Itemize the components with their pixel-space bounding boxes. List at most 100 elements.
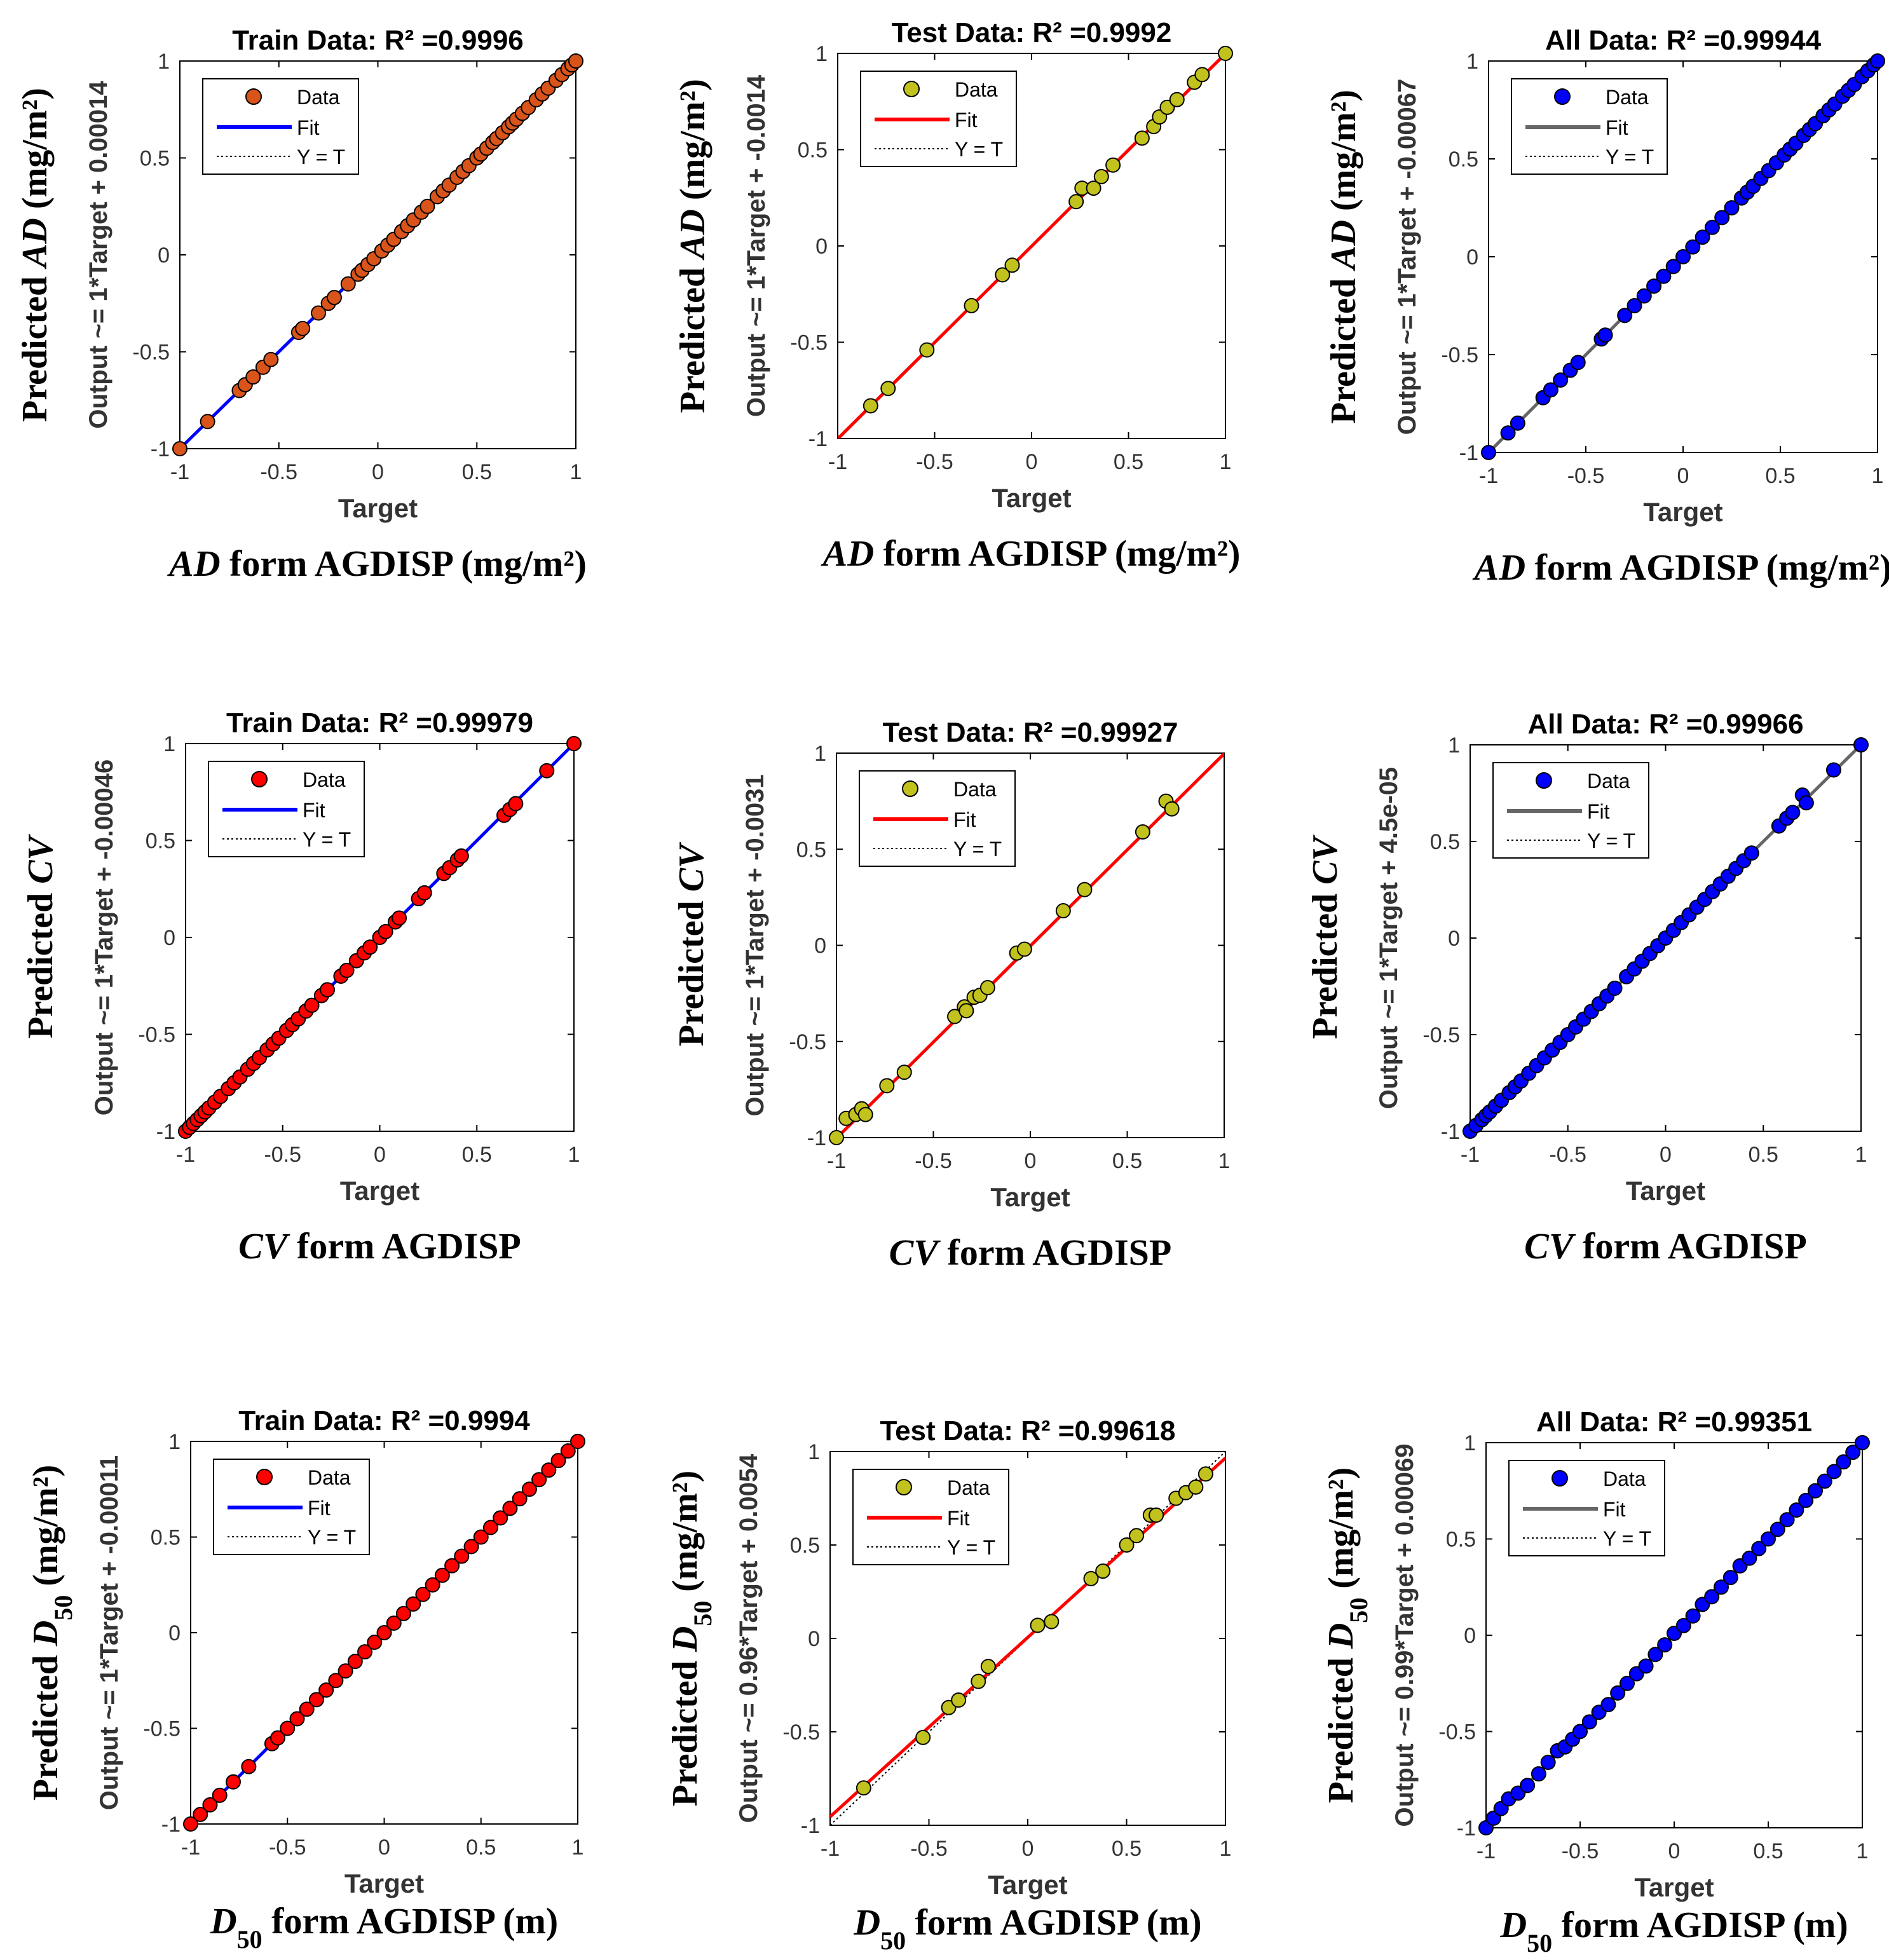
y-tick-label: -1 (151, 437, 170, 461)
data-point (376, 1625, 392, 1640)
panel-caption-part: form AGDISP (1574, 1225, 1807, 1267)
legend-marker-data (1536, 772, 1552, 789)
x-tick-label: 0.5 (1112, 1149, 1142, 1173)
data-point (531, 1472, 547, 1488)
outer-y-label-part: (mg/m²) (15, 88, 55, 218)
outer-y-label-part: Predicted (26, 1646, 65, 1800)
legend-marker-data (1551, 1470, 1568, 1487)
legend-label-yt: Y = T (955, 138, 1003, 161)
legend-label-fit: Fit (303, 799, 325, 822)
data-point (1610, 1685, 1626, 1701)
x-tick-label: -1 (828, 450, 847, 474)
x-tick-label: -1 (1479, 464, 1498, 488)
y-tick-label: 0.5 (1430, 830, 1460, 854)
x-tick-label: 0.5 (1112, 1837, 1142, 1861)
data-point (958, 1003, 974, 1019)
data-point (425, 1577, 440, 1593)
x-tick-label: -0.5 (910, 1837, 948, 1861)
chart-title: Train Data: R² =0.9994 (238, 1405, 530, 1436)
x-tick-label: -0.5 (916, 450, 953, 474)
y-tick-label: -1 (1459, 441, 1478, 465)
outer-y-label: Predicted AD (mg/m²) (1324, 90, 1363, 424)
data-point (1197, 1466, 1213, 1482)
outer-y-label-part: AD (15, 218, 55, 269)
chart-cv-train: -1-1 -0.5 -0.5 0 0 0.5 0.5 1 1 Data Fit Y = T Train … (21, 707, 582, 1267)
data-point (1581, 1714, 1597, 1730)
y-tick-label: -1 (1441, 1120, 1460, 1144)
data-point (1722, 1570, 1738, 1586)
y-tick-label: -1 (156, 1120, 175, 1144)
outer-y-label: Predicted D50 (mg/m²) (26, 1465, 78, 1801)
legend-marker-data (896, 1479, 912, 1495)
x-tick-label: -1 (176, 1143, 195, 1167)
data-point (1817, 1473, 1832, 1489)
data-point (378, 923, 393, 939)
outer-y-label: Predicted CV (21, 833, 60, 1038)
data-point (1083, 1570, 1099, 1586)
panel-caption-part: form AGDISP (m) (263, 1900, 559, 1942)
data-point (299, 1701, 315, 1717)
y-tick-label: 0 (1448, 927, 1460, 951)
outer-y-label: Predicted AD (mg/m²) (673, 79, 713, 413)
data-point (419, 198, 435, 214)
data-point (1218, 46, 1233, 61)
data-point (415, 1586, 431, 1602)
y-tick-label: -0.5 (1441, 343, 1478, 367)
chart-title: Test Data: R² =0.9992 (892, 17, 1172, 48)
legend-label-fit: Fit (308, 1497, 331, 1520)
outer-y-label-part: 50 (688, 1601, 717, 1626)
panel-caption: CV form AGDISP (1524, 1225, 1807, 1267)
outer-y-label-part: Predicted (672, 892, 711, 1046)
panel-caption-part: AD (167, 543, 221, 584)
data-point (1520, 1778, 1536, 1793)
data-point (857, 1106, 873, 1122)
chart-cv-all: -1-1 -0.5 -0.5 0 0 0.5 0.5 1 1 Data Fit Y = T All Da… (1306, 709, 1869, 1267)
data-point (434, 1567, 450, 1583)
data-point (357, 1644, 373, 1660)
outer-y-label: Predicted CV (672, 841, 711, 1046)
data-point (1004, 257, 1020, 273)
y-tick-label: 0.5 (140, 147, 170, 171)
data-point (1798, 1492, 1814, 1508)
panel-caption-part: form AGDISP (mg/m²) (221, 543, 587, 584)
data-point (1743, 845, 1759, 861)
y-tick-label: 0 (163, 926, 175, 950)
chart-title: Test Data: R² =0.99618 (880, 1415, 1175, 1446)
panel-caption-part: form AGDISP (938, 1232, 1171, 1273)
outer-y-label-part: Predicted (15, 268, 55, 422)
data-point (1164, 801, 1180, 817)
outer-y-label-part: CV (21, 833, 60, 883)
data-point (502, 1501, 518, 1516)
chart-title: All Data: R² =0.99351 (1536, 1406, 1812, 1438)
data-point (1638, 1658, 1654, 1674)
data-point (979, 980, 995, 996)
y-axis-label: Output ~= 1*Target + 0.00014 (85, 81, 113, 429)
panel-caption-part: D (853, 1902, 880, 1943)
legend-label-yt: Y = T (303, 828, 351, 851)
legend-label-fit: Fit (1587, 800, 1610, 823)
y-tick-label: 1 (808, 1440, 820, 1464)
data-point (896, 1065, 912, 1080)
y-tick-label: 1 (815, 42, 828, 66)
x-tick-label: -0.5 (269, 1835, 306, 1860)
data-point (200, 414, 215, 430)
legend-marker-data (256, 1469, 273, 1485)
x-tick-label: -1 (827, 1149, 846, 1173)
x-axis-label: Target (1626, 1176, 1705, 1206)
chart-ad-test: -1-1 -0.5 -0.5 0 0 0.5 0.5 1 1 Data Fit Y = T Test D… (673, 17, 1240, 574)
data-point (172, 441, 188, 456)
x-tick-label: -1 (181, 1835, 200, 1860)
outer-y-label: Predicted D50 (mg/m²) (1321, 1467, 1373, 1804)
x-axis-label: Target (992, 483, 1071, 513)
panel-caption-part: form AGDISP (mg/m²) (874, 533, 1240, 574)
data-point (1695, 229, 1710, 245)
data-point (566, 736, 582, 751)
outer-y-label-part: Predicted (1321, 1649, 1361, 1803)
panel-caption-part: 50 (880, 1926, 906, 1955)
y-tick-label: 1 (158, 50, 170, 74)
y-tick-label: 1 (1448, 733, 1460, 758)
x-tick-label: -0.5 (264, 1143, 301, 1167)
data-point (270, 1730, 286, 1746)
x-tick-label: 0.5 (462, 460, 492, 484)
data-point (971, 1673, 986, 1689)
